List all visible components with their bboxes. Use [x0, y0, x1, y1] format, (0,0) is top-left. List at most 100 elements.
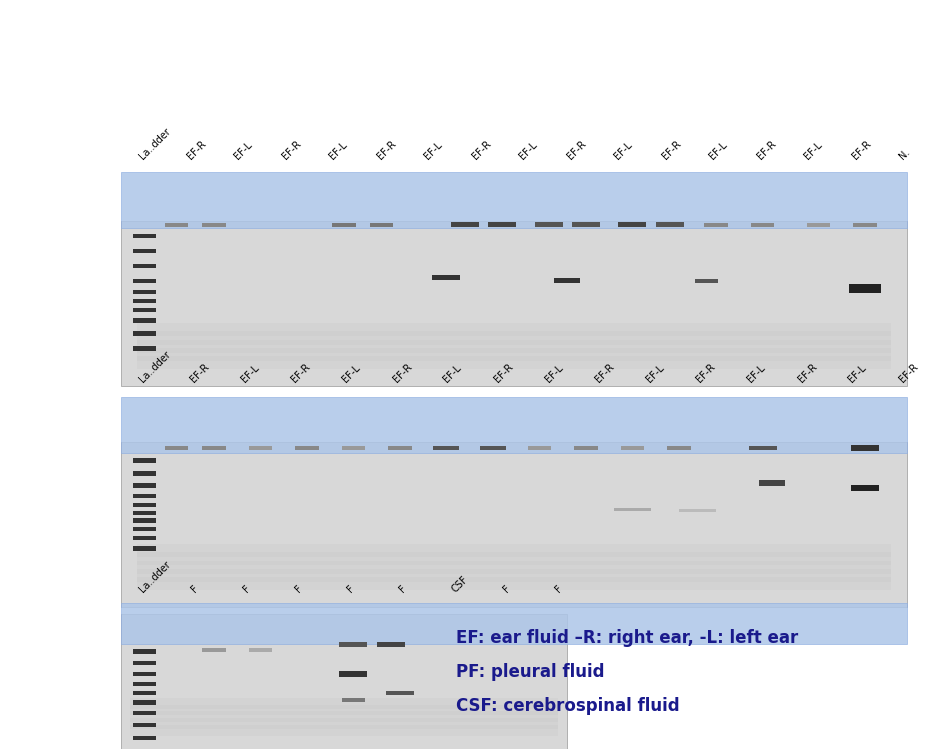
FancyBboxPatch shape: [377, 641, 405, 646]
FancyBboxPatch shape: [535, 222, 563, 227]
FancyBboxPatch shape: [132, 471, 155, 476]
Text: EF-L: EF-L: [442, 363, 463, 384]
FancyBboxPatch shape: [132, 511, 155, 515]
Text: EF-L: EF-L: [847, 363, 869, 384]
Text: EF-L: EF-L: [422, 139, 445, 161]
FancyBboxPatch shape: [130, 725, 558, 736]
FancyBboxPatch shape: [614, 508, 651, 511]
Text: F: F: [553, 583, 565, 594]
FancyBboxPatch shape: [433, 446, 459, 450]
FancyBboxPatch shape: [130, 712, 558, 722]
Text: F: F: [345, 583, 356, 594]
FancyBboxPatch shape: [121, 172, 907, 228]
Text: La..dder: La..dder: [138, 126, 173, 161]
FancyBboxPatch shape: [388, 446, 411, 449]
FancyBboxPatch shape: [137, 339, 891, 353]
FancyBboxPatch shape: [132, 672, 155, 676]
FancyBboxPatch shape: [851, 485, 879, 491]
FancyBboxPatch shape: [121, 614, 567, 749]
FancyBboxPatch shape: [130, 718, 558, 729]
Text: EF-R: EF-R: [850, 139, 872, 161]
Text: EF-R: EF-R: [695, 362, 718, 384]
FancyBboxPatch shape: [132, 661, 155, 665]
FancyBboxPatch shape: [132, 536, 155, 540]
FancyBboxPatch shape: [132, 546, 155, 551]
Text: EF-R: EF-R: [897, 362, 920, 384]
FancyBboxPatch shape: [132, 346, 155, 351]
Text: EF-L: EF-L: [644, 363, 666, 384]
Text: EF-R: EF-R: [375, 139, 398, 161]
FancyBboxPatch shape: [528, 446, 551, 449]
FancyBboxPatch shape: [849, 284, 882, 293]
FancyBboxPatch shape: [618, 222, 646, 227]
Text: EF-L: EF-L: [239, 363, 260, 384]
Text: EF-L: EF-L: [340, 363, 362, 384]
FancyBboxPatch shape: [679, 509, 716, 512]
Text: EF-L: EF-L: [708, 139, 729, 161]
FancyBboxPatch shape: [132, 234, 155, 238]
FancyBboxPatch shape: [751, 223, 774, 226]
FancyBboxPatch shape: [132, 458, 155, 463]
Text: PF: pleural fluid: PF: pleural fluid: [456, 663, 604, 681]
Text: La..dder: La..dder: [138, 559, 173, 594]
Text: EF-L: EF-L: [543, 363, 565, 384]
FancyBboxPatch shape: [132, 691, 155, 695]
FancyBboxPatch shape: [166, 223, 188, 226]
Text: EF-L: EF-L: [232, 139, 255, 161]
FancyBboxPatch shape: [806, 223, 830, 226]
Text: EF-L: EF-L: [613, 139, 634, 161]
FancyBboxPatch shape: [369, 223, 392, 226]
FancyBboxPatch shape: [121, 603, 907, 644]
FancyBboxPatch shape: [137, 348, 891, 361]
FancyBboxPatch shape: [759, 481, 785, 485]
Text: EF-R: EF-R: [280, 139, 303, 161]
Text: EF-L: EF-L: [746, 363, 767, 384]
FancyBboxPatch shape: [130, 705, 558, 715]
Text: F: F: [242, 583, 253, 594]
FancyBboxPatch shape: [132, 318, 155, 323]
FancyBboxPatch shape: [132, 264, 155, 268]
FancyBboxPatch shape: [705, 223, 727, 226]
FancyBboxPatch shape: [696, 279, 719, 283]
FancyBboxPatch shape: [132, 503, 155, 507]
FancyBboxPatch shape: [132, 518, 155, 523]
Text: CSF: cerebrospinal fluid: CSF: cerebrospinal fluid: [456, 697, 679, 715]
FancyBboxPatch shape: [203, 446, 225, 449]
Text: F: F: [190, 583, 201, 594]
FancyBboxPatch shape: [137, 544, 891, 557]
FancyBboxPatch shape: [132, 483, 155, 488]
Text: La..dder: La..dder: [138, 349, 173, 384]
FancyBboxPatch shape: [203, 648, 225, 652]
FancyBboxPatch shape: [248, 446, 272, 449]
FancyBboxPatch shape: [132, 711, 155, 715]
FancyBboxPatch shape: [121, 397, 907, 453]
FancyBboxPatch shape: [132, 249, 155, 253]
FancyBboxPatch shape: [132, 290, 155, 294]
Text: EF-R: EF-R: [470, 139, 493, 161]
FancyBboxPatch shape: [132, 299, 155, 303]
Text: F: F: [397, 583, 408, 594]
Text: N.: N.: [897, 147, 911, 161]
Text: CSF: CSF: [449, 574, 470, 594]
Text: EF-L: EF-L: [517, 139, 539, 161]
FancyBboxPatch shape: [749, 446, 777, 450]
FancyBboxPatch shape: [132, 279, 155, 283]
Text: EF-R: EF-R: [660, 139, 683, 161]
FancyBboxPatch shape: [451, 222, 479, 227]
FancyBboxPatch shape: [121, 442, 907, 607]
FancyBboxPatch shape: [248, 648, 272, 652]
FancyBboxPatch shape: [480, 446, 506, 450]
FancyBboxPatch shape: [203, 223, 225, 226]
FancyBboxPatch shape: [339, 641, 367, 646]
FancyBboxPatch shape: [332, 223, 355, 226]
FancyBboxPatch shape: [132, 723, 155, 727]
FancyBboxPatch shape: [130, 698, 558, 709]
FancyBboxPatch shape: [132, 736, 155, 740]
FancyBboxPatch shape: [667, 446, 690, 449]
FancyBboxPatch shape: [132, 649, 155, 654]
Text: EF-R: EF-R: [289, 362, 312, 384]
FancyBboxPatch shape: [488, 222, 516, 227]
FancyBboxPatch shape: [137, 331, 891, 345]
FancyBboxPatch shape: [137, 552, 891, 565]
FancyBboxPatch shape: [132, 682, 155, 686]
